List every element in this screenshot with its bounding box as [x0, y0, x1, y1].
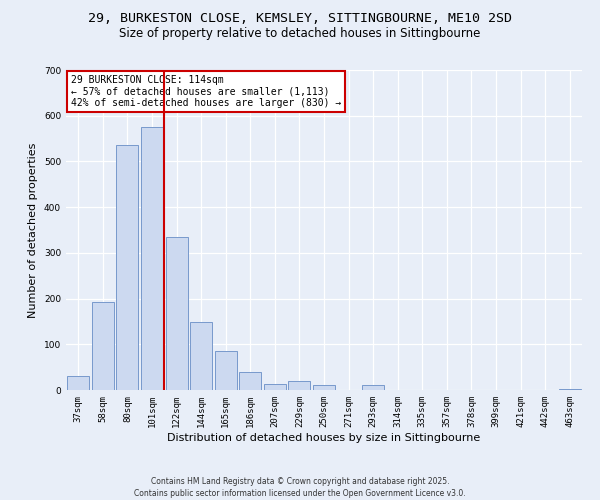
Bar: [313, 386, 335, 390]
Y-axis label: Number of detached properties: Number of detached properties: [28, 142, 38, 318]
X-axis label: Distribution of detached houses by size in Sittingbourne: Distribution of detached houses by size …: [167, 432, 481, 442]
Bar: [92, 302, 114, 390]
Bar: [559, 389, 581, 390]
Bar: [141, 127, 163, 390]
Bar: [215, 351, 237, 390]
Bar: [190, 322, 212, 390]
Bar: [239, 372, 262, 390]
Text: Size of property relative to detached houses in Sittingbourne: Size of property relative to detached ho…: [119, 28, 481, 40]
Bar: [289, 381, 310, 390]
Bar: [67, 376, 89, 390]
Bar: [362, 386, 384, 390]
Bar: [116, 146, 139, 390]
Bar: [166, 237, 188, 390]
Text: 29 BURKESTON CLOSE: 114sqm
← 57% of detached houses are smaller (1,113)
42% of s: 29 BURKESTON CLOSE: 114sqm ← 57% of deta…: [71, 75, 341, 108]
Text: Contains HM Land Registry data © Crown copyright and database right 2025.
Contai: Contains HM Land Registry data © Crown c…: [134, 476, 466, 498]
Text: 29, BURKESTON CLOSE, KEMSLEY, SITTINGBOURNE, ME10 2SD: 29, BURKESTON CLOSE, KEMSLEY, SITTINGBOU…: [88, 12, 512, 26]
Bar: [264, 384, 286, 390]
